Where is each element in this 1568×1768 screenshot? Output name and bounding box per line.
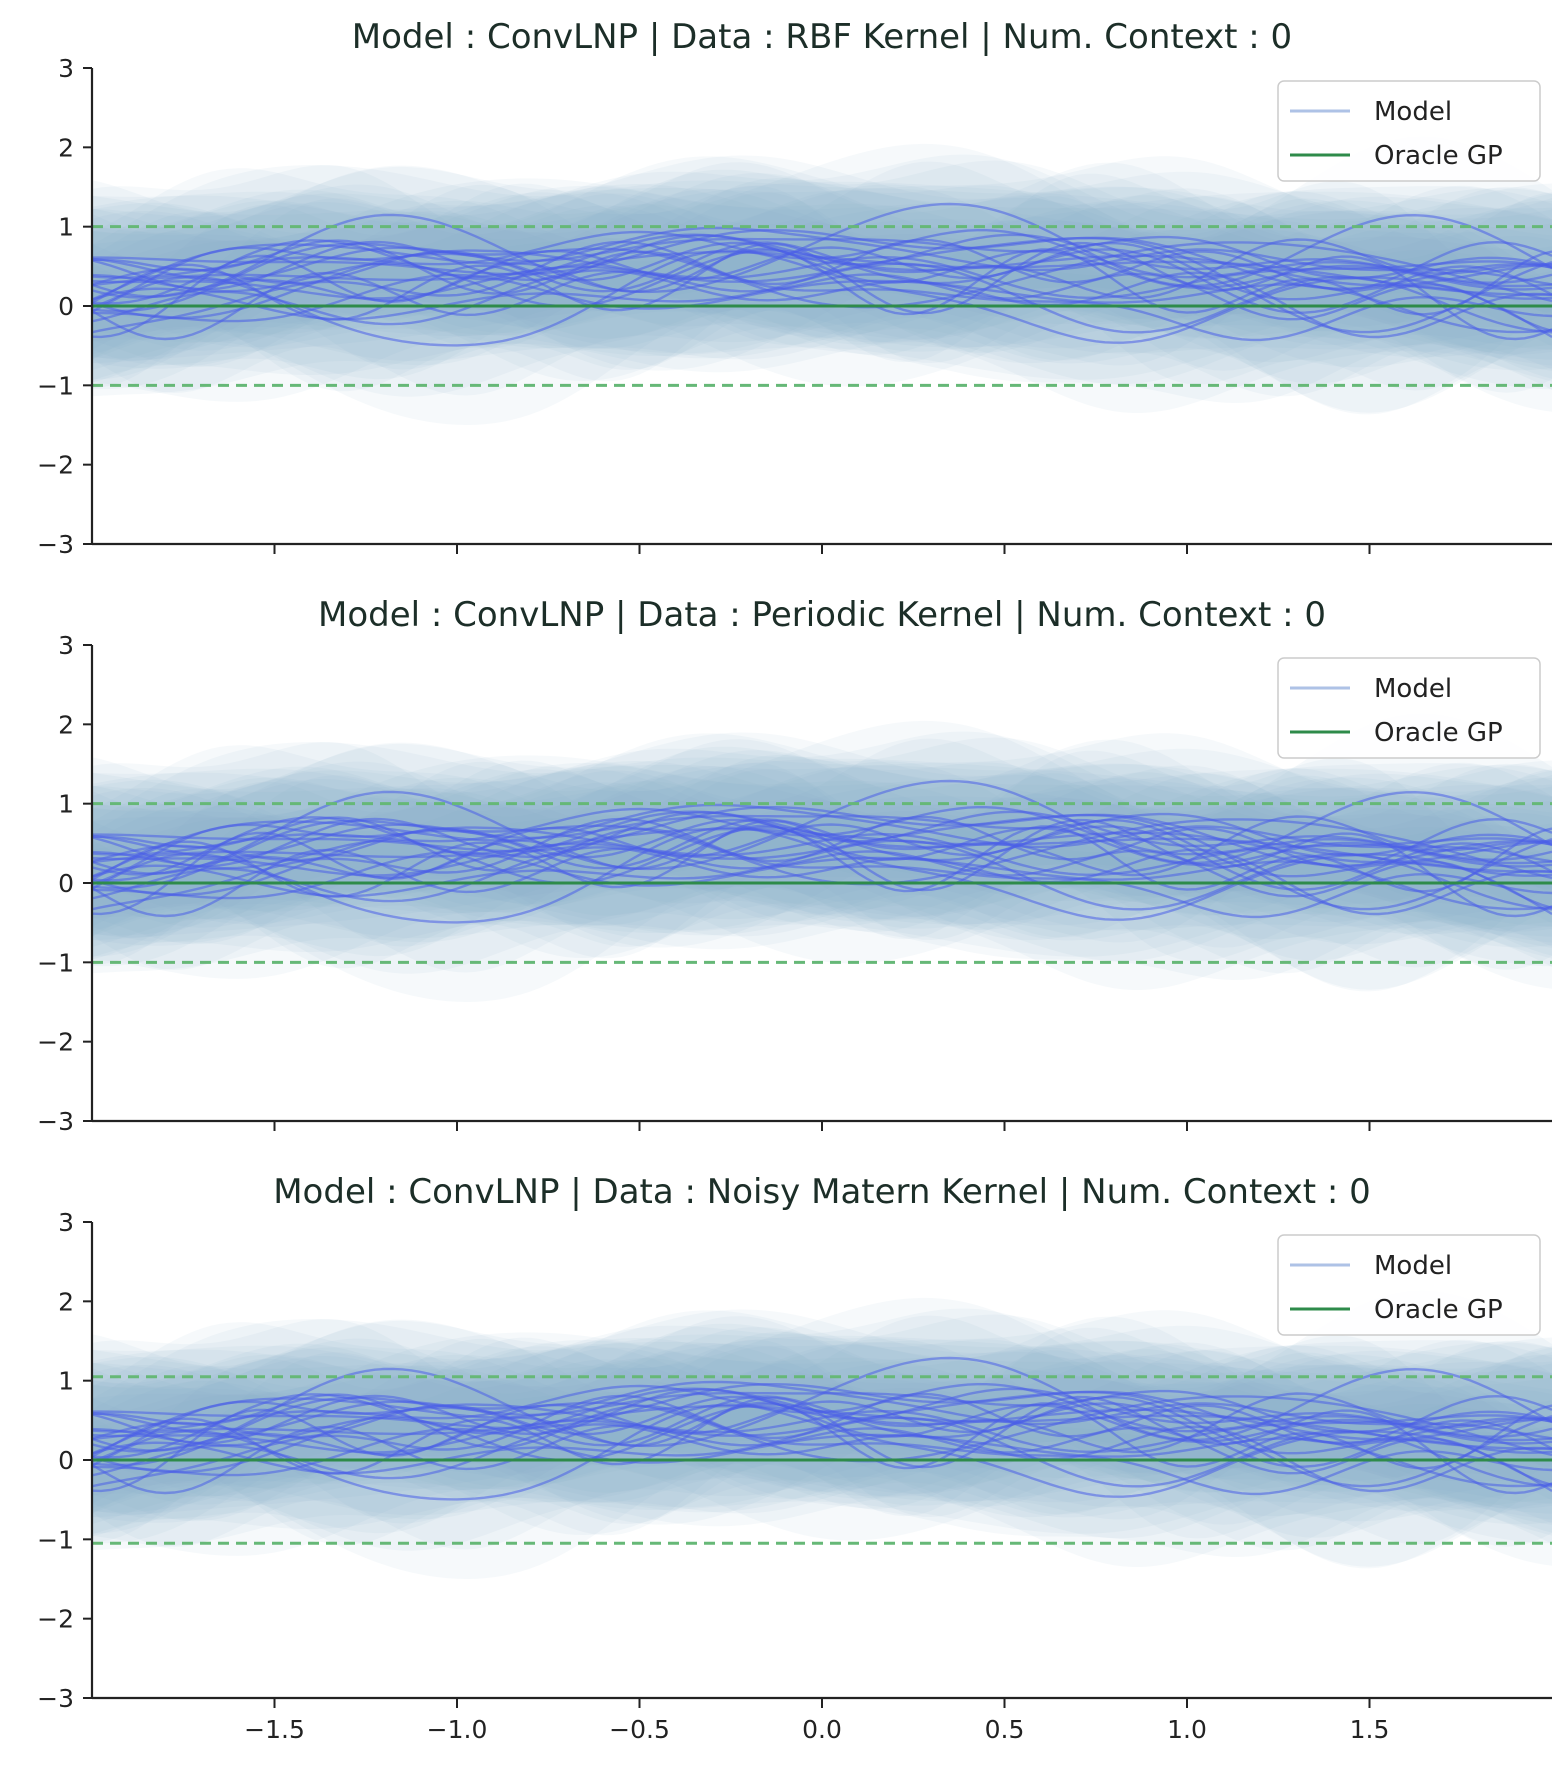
model-sample-line bbox=[92, 241, 1552, 291]
x-tick-label: 0.5 bbox=[985, 1715, 1025, 1744]
model-band bbox=[92, 755, 1552, 990]
model-band bbox=[92, 1332, 1552, 1567]
model-sample-line bbox=[92, 240, 1552, 342]
y-tick-label: 3 bbox=[58, 54, 74, 83]
y-tick-label: 0 bbox=[58, 1446, 74, 1475]
y-tick-label: −2 bbox=[37, 451, 74, 480]
model-sample-line bbox=[92, 229, 1552, 290]
legend-model-label: Model bbox=[1374, 97, 1452, 127]
model-band bbox=[92, 761, 1552, 967]
legend-model-label: Model bbox=[1374, 1251, 1452, 1281]
x-tick-label: −1.5 bbox=[244, 1715, 305, 1744]
y-tick-label: −3 bbox=[37, 530, 74, 559]
legend: Model Oracle GP bbox=[1277, 657, 1541, 759]
model-sample-line bbox=[92, 1394, 1552, 1496]
model-sample-line bbox=[92, 249, 1552, 347]
plot-area bbox=[92, 713, 1552, 1002]
chart-panel-1: −3 −2 −1 0 1 2 3 Model : ConvLNP | Data : RBF K… bbox=[37, 17, 1552, 559]
y-tick-label: 1 bbox=[58, 1367, 74, 1396]
model-sample-line bbox=[92, 806, 1552, 867]
model-sample-line bbox=[92, 270, 1552, 341]
y-tick-label: −2 bbox=[37, 1605, 74, 1634]
x-tick-label: −1.0 bbox=[427, 1715, 488, 1744]
y-tick-label: 1 bbox=[58, 213, 74, 242]
model-sample-line bbox=[92, 818, 1552, 868]
model-band bbox=[92, 1310, 1552, 1502]
legend-oracle-label: Oracle GP bbox=[1374, 1295, 1503, 1325]
y-tick-label: −1 bbox=[37, 1525, 74, 1554]
model-sample-line bbox=[92, 229, 1552, 284]
model-sample-line bbox=[92, 813, 1552, 911]
y-tick-label: 2 bbox=[58, 1287, 74, 1316]
model-band bbox=[92, 760, 1552, 968]
model-sample-line bbox=[92, 1424, 1552, 1495]
model-band bbox=[92, 1338, 1552, 1566]
x-tick-label: 1.5 bbox=[1350, 1715, 1390, 1744]
y-tick-label: 3 bbox=[58, 631, 74, 660]
model-sample-line bbox=[92, 826, 1552, 924]
model-band bbox=[92, 733, 1552, 925]
y-tick-label: 0 bbox=[58, 292, 74, 321]
y-tick-label: 3 bbox=[58, 1208, 74, 1237]
legend-oracle-label: Oracle GP bbox=[1374, 718, 1503, 748]
model-sample-line bbox=[92, 236, 1552, 334]
legend: Model Oracle GP bbox=[1277, 80, 1541, 182]
model-sample-line bbox=[92, 1383, 1552, 1438]
model-sample-line bbox=[92, 1390, 1552, 1488]
model-band bbox=[92, 183, 1552, 391]
chart-title: Model : ConvLNP | Data : Noisy Matern Ke… bbox=[273, 1172, 1371, 1212]
legend-model-label: Model bbox=[1374, 674, 1452, 704]
chart-panel-3: −3 −2 −1 0 1 2 3 −1.5 −1.0 −0.5 0.0 0.5 1.0 1.5 Model … bbox=[37, 1172, 1552, 1744]
legend: Model Oracle GP bbox=[1277, 1234, 1541, 1336]
y-tick-label: 2 bbox=[58, 710, 74, 739]
y-tick-label: −1 bbox=[37, 948, 74, 977]
model-sample-line bbox=[92, 847, 1552, 918]
model-sample-line bbox=[92, 1395, 1552, 1456]
model-band bbox=[92, 1327, 1552, 1538]
model-band bbox=[92, 156, 1552, 348]
model-band bbox=[92, 770, 1552, 980]
y-tick-label: −3 bbox=[37, 1684, 74, 1713]
model-band bbox=[92, 761, 1552, 989]
model-sample-line bbox=[92, 241, 1552, 302]
plot-area bbox=[92, 136, 1552, 425]
model-sample-line bbox=[92, 1383, 1552, 1444]
x-tick-label: −0.5 bbox=[609, 1715, 670, 1744]
model-band bbox=[92, 1347, 1552, 1557]
chart-title: Model : ConvLNP | Data : Periodic Kernel… bbox=[318, 595, 1326, 635]
model-sample-line bbox=[92, 818, 1552, 879]
x-tick-label: 1.0 bbox=[1167, 1715, 1207, 1744]
model-band bbox=[92, 184, 1552, 412]
y-tick-label: 0 bbox=[58, 869, 74, 898]
model-sample-line bbox=[92, 1403, 1552, 1501]
y-tick-label: −2 bbox=[37, 1028, 74, 1057]
x-tick-label: 0.0 bbox=[802, 1715, 842, 1744]
y-tick-label: −1 bbox=[37, 371, 74, 400]
model-band bbox=[92, 193, 1552, 403]
y-tick-label: −3 bbox=[37, 1107, 74, 1136]
chart-title: Model : ConvLNP | Data : RBF Kernel | Nu… bbox=[352, 17, 1292, 57]
chart-panel-2: −3 −2 −1 0 1 2 3 Model : ConvLNP | Data : Perio… bbox=[37, 595, 1552, 1136]
model-sample-line bbox=[92, 817, 1552, 919]
legend-oracle-label: Oracle GP bbox=[1374, 141, 1503, 171]
model-band bbox=[92, 184, 1552, 390]
model-band bbox=[92, 178, 1552, 413]
model-sample-line bbox=[92, 1395, 1552, 1445]
model-band bbox=[92, 1337, 1552, 1545]
model-sample-line bbox=[92, 806, 1552, 861]
model-band bbox=[92, 1338, 1552, 1544]
model-sample-line bbox=[92, 1356, 1552, 1452]
plot-area bbox=[92, 1290, 1552, 1579]
y-tick-label: 1 bbox=[58, 790, 74, 819]
y-tick-label: 2 bbox=[58, 133, 74, 162]
